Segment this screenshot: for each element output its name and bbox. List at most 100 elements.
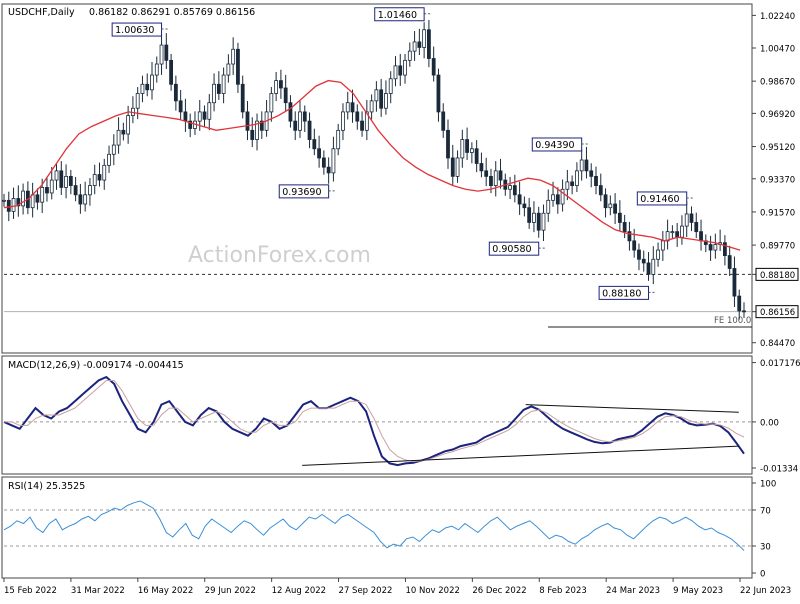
candle-body xyxy=(660,240,665,251)
candle-body xyxy=(489,175,493,186)
price-levels: FE 100.0 xyxy=(4,273,752,328)
candle-body xyxy=(498,170,503,181)
candle-body xyxy=(245,111,250,131)
candle-body xyxy=(73,185,78,196)
x-tick-label: 26 Dec 2022 xyxy=(472,586,526,596)
candle-body xyxy=(45,187,49,194)
symbol-label: USDCHF,Daily xyxy=(8,7,75,18)
candle-body xyxy=(474,148,479,164)
candle-body xyxy=(680,225,684,238)
candle-body xyxy=(216,83,221,94)
rsi-tick-label: 0 xyxy=(760,570,765,580)
candle-body xyxy=(565,181,570,190)
candle-body xyxy=(450,157,455,177)
candle-body xyxy=(560,188,565,205)
candle-body xyxy=(517,194,522,205)
candle-body xyxy=(641,258,646,264)
candle-body xyxy=(150,74,154,91)
candle-body xyxy=(159,44,164,65)
candle-body xyxy=(493,170,498,186)
macd-layer: 0.017176 0.00 -0.01334 xyxy=(3,359,800,474)
candle-body xyxy=(188,120,193,129)
candle-body xyxy=(111,144,116,155)
candle-body xyxy=(694,222,699,233)
candle-body xyxy=(584,159,589,172)
candle-body xyxy=(164,44,169,61)
price-axis: 1.02240 1.00470 0.98670 0.96920 0.95120 0.933… xyxy=(752,12,799,349)
price-tick-label: 0.96920 xyxy=(760,110,795,120)
candle-body xyxy=(446,129,450,159)
candle-body xyxy=(622,222,627,233)
candle-body xyxy=(259,120,264,131)
candle-body xyxy=(651,258,656,275)
macd-signal-line xyxy=(4,380,745,463)
candle-body xyxy=(178,100,183,113)
candle-body xyxy=(341,111,345,131)
candle-body xyxy=(594,175,598,186)
candle-body xyxy=(116,129,121,146)
candle-body xyxy=(207,102,212,120)
candle-body xyxy=(441,111,446,131)
candle-body xyxy=(670,231,675,234)
macd-panel-frame xyxy=(1,355,753,475)
candle-body xyxy=(212,83,216,104)
candle-body xyxy=(436,74,441,113)
rsi-tick-label: 30 xyxy=(760,543,771,553)
annotation-label: 0.90580 xyxy=(492,244,531,255)
price-tick-label: 0.93370 xyxy=(760,175,795,185)
candle-body xyxy=(326,166,331,174)
candle-body xyxy=(121,129,126,135)
candle-body xyxy=(632,240,637,251)
candle-body xyxy=(279,80,283,89)
candle-body xyxy=(512,185,517,196)
candle-body xyxy=(274,80,279,94)
x-tick-label: 24 Mar 2023 xyxy=(606,586,660,596)
candle-body xyxy=(30,194,35,209)
candle-body xyxy=(579,159,584,172)
x-tick-label: 31 Mar 2022 xyxy=(71,586,125,596)
x-tick-label: 29 Jun 2022 xyxy=(205,586,256,596)
candle-body xyxy=(570,181,575,186)
annotation-label: 0.93690 xyxy=(282,187,321,198)
candle-body xyxy=(331,148,336,174)
candle-body xyxy=(140,83,145,94)
candle-body xyxy=(465,139,469,153)
candle-body xyxy=(255,120,259,140)
annotation-box xyxy=(278,184,330,199)
candle-body xyxy=(388,78,393,94)
candle-body xyxy=(298,111,302,131)
candle-body xyxy=(135,93,140,109)
candle-body xyxy=(250,129,255,140)
candle-body xyxy=(2,199,6,202)
candle-body xyxy=(6,199,11,212)
annotation-label: 0.88180 xyxy=(602,288,641,299)
candle-body xyxy=(422,29,427,48)
candle-body xyxy=(575,170,579,186)
candle-body xyxy=(355,111,360,122)
candle-body xyxy=(183,111,188,122)
candle-body xyxy=(240,83,245,113)
macd-line xyxy=(3,375,745,467)
macd-trendline xyxy=(302,445,739,466)
candle-body xyxy=(608,203,613,209)
candle-body xyxy=(384,93,388,109)
candle-body xyxy=(236,48,240,85)
candle-body xyxy=(646,262,651,275)
candle-body xyxy=(173,83,178,102)
candle-body xyxy=(102,164,107,181)
rsi-title: RSI(14) 25.3525 xyxy=(8,481,85,492)
candle-body xyxy=(546,199,551,214)
candle-body xyxy=(92,174,97,186)
annotation-label: 0.91460 xyxy=(640,194,679,205)
x-tick-label: 12 Aug 2022 xyxy=(272,586,326,596)
candle-body xyxy=(656,249,660,260)
watermark: ActionForex.com xyxy=(188,243,371,268)
x-tick-label: 16 May 2022 xyxy=(138,586,193,596)
price-tick-label: 0.95120 xyxy=(760,143,795,153)
x-tick-label: 9 May 2023 xyxy=(673,586,723,596)
rsi-tick-label: 100 xyxy=(760,480,776,490)
candle-body xyxy=(302,111,307,122)
candle-body xyxy=(293,120,298,131)
candle-body xyxy=(379,89,384,109)
price-tick-label: 0.86156 xyxy=(760,308,795,318)
